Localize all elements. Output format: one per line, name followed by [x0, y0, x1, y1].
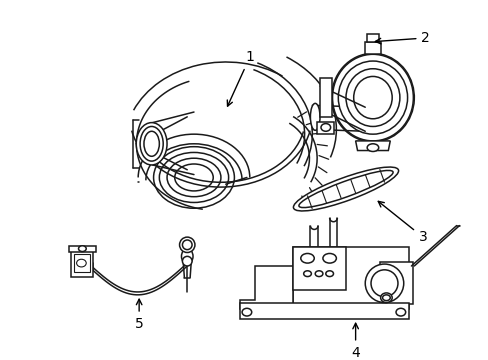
- Ellipse shape: [153, 147, 234, 208]
- Ellipse shape: [365, 264, 403, 302]
- Polygon shape: [71, 249, 93, 276]
- Ellipse shape: [174, 164, 213, 191]
- Ellipse shape: [366, 144, 378, 152]
- Polygon shape: [365, 42, 380, 54]
- Ellipse shape: [182, 240, 192, 249]
- Ellipse shape: [159, 152, 228, 202]
- Ellipse shape: [310, 103, 319, 130]
- Ellipse shape: [143, 131, 159, 156]
- Ellipse shape: [182, 256, 192, 266]
- Polygon shape: [366, 34, 378, 42]
- Polygon shape: [292, 247, 346, 290]
- Ellipse shape: [346, 69, 399, 126]
- Polygon shape: [240, 266, 292, 309]
- Ellipse shape: [79, 246, 86, 252]
- Polygon shape: [355, 141, 389, 150]
- Ellipse shape: [322, 253, 336, 263]
- Ellipse shape: [303, 271, 311, 276]
- Polygon shape: [240, 302, 407, 319]
- Ellipse shape: [179, 237, 195, 252]
- Text: 4: 4: [350, 323, 359, 360]
- Ellipse shape: [325, 271, 333, 276]
- Polygon shape: [379, 262, 412, 305]
- Ellipse shape: [140, 126, 163, 161]
- Text: 5: 5: [135, 299, 143, 331]
- Ellipse shape: [77, 259, 86, 267]
- Ellipse shape: [181, 249, 193, 264]
- Ellipse shape: [380, 293, 391, 302]
- Text: 3: 3: [378, 201, 427, 244]
- Ellipse shape: [338, 61, 407, 134]
- Polygon shape: [292, 247, 407, 309]
- Ellipse shape: [315, 271, 322, 276]
- Text: 2: 2: [375, 31, 429, 45]
- Ellipse shape: [298, 170, 392, 208]
- Ellipse shape: [293, 167, 398, 211]
- Ellipse shape: [300, 253, 314, 263]
- Ellipse shape: [382, 295, 389, 301]
- Ellipse shape: [332, 54, 412, 141]
- Ellipse shape: [353, 76, 391, 119]
- Polygon shape: [74, 255, 90, 272]
- Ellipse shape: [395, 308, 405, 316]
- Polygon shape: [69, 246, 96, 252]
- Polygon shape: [317, 122, 334, 134]
- Ellipse shape: [136, 123, 167, 165]
- Text: 1: 1: [227, 50, 254, 106]
- Ellipse shape: [242, 308, 251, 316]
- Ellipse shape: [320, 123, 330, 131]
- Ellipse shape: [167, 158, 221, 197]
- Ellipse shape: [370, 270, 397, 297]
- Polygon shape: [319, 78, 331, 117]
